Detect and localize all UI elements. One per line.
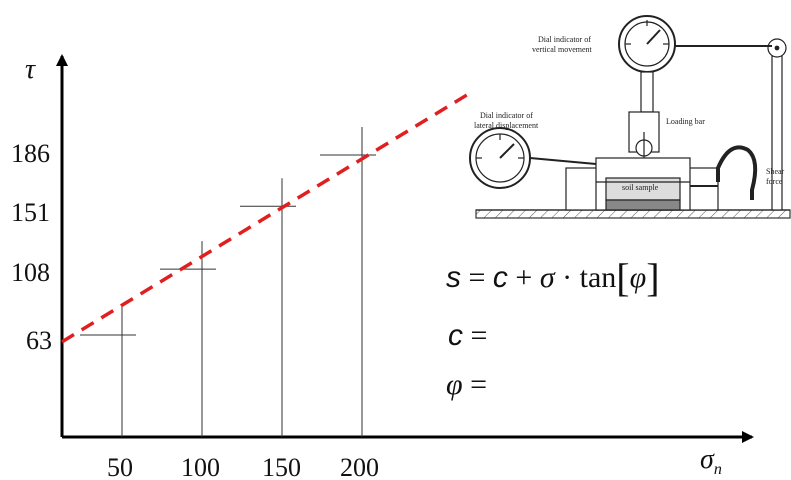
label-loading-bar: Loading bar: [666, 117, 705, 126]
x-tick-label: 100: [181, 453, 220, 480]
x-axis-label: σn: [700, 444, 722, 478]
label-soil-sample: soil sample: [622, 183, 659, 192]
apparatus-base: [475, 209, 791, 219]
label-vertical-dial: Dial indicator of: [538, 35, 591, 44]
trend-line: [61, 92, 469, 344]
equation-main: s = c + σ · tan[φ]: [446, 255, 660, 300]
label-lateral-dial-2: lateral displacement: [474, 121, 539, 130]
label-shear-force-2: force: [766, 177, 783, 186]
equation-c: c =: [448, 319, 487, 352]
equation-phi: φ =: [446, 368, 487, 401]
label-shear-force: Shear: [766, 167, 785, 176]
x-tick-label: 50: [107, 453, 133, 480]
x-axis-symbol: σ: [700, 444, 715, 475]
y-axis-label: τ: [25, 54, 36, 85]
y-tick-label: 186: [11, 139, 50, 168]
direct-shear-apparatus: [469, 15, 791, 219]
label-vertical-dial-2: vertical movement: [532, 45, 593, 54]
x-tick-label: 200: [340, 453, 379, 480]
label-lateral-dial: Dial indicator of: [480, 111, 533, 120]
x-tick-label: 150: [262, 453, 301, 480]
x-axis-subscript: n: [714, 461, 722, 478]
apparatus-labels: Dial indicator of vertical movement Dial…: [474, 35, 785, 192]
x-tick-labels: 50 100 150 200: [107, 453, 379, 480]
shear-yoke: [716, 145, 758, 200]
y-tick-label: 151: [11, 198, 50, 227]
y-tick-label: 63: [26, 326, 52, 355]
data-marks: [80, 127, 376, 437]
lateral-rod: [529, 157, 597, 165]
y-tick-label: 108: [11, 258, 50, 287]
equations: s = c + σ · tan[φ] c = φ =: [446, 255, 660, 401]
y-tick-labels: 186 151 108 63: [11, 139, 52, 355]
